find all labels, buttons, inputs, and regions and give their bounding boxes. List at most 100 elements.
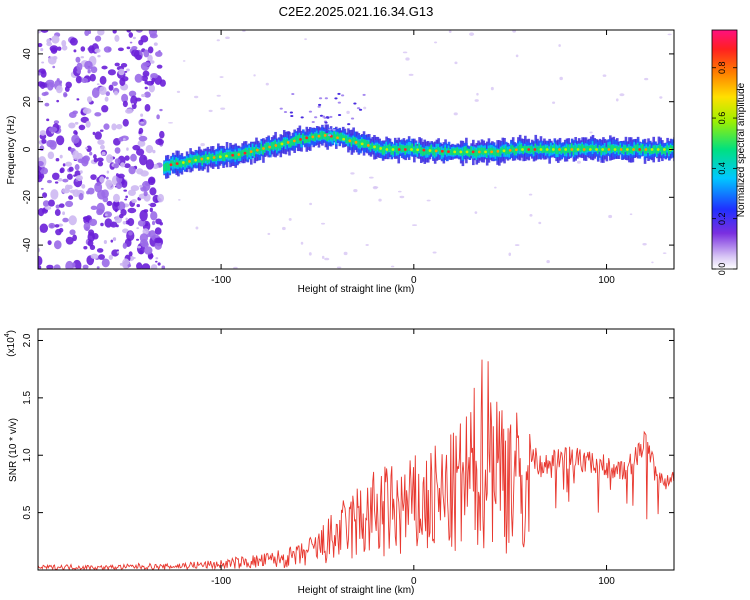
spectrogram-ridge-cell <box>185 158 189 166</box>
spectrogram-noise-blob <box>90 253 99 260</box>
spectrogram-peak <box>280 142 284 146</box>
spectrogram-noise-blob <box>147 176 156 186</box>
spectrogram-noise-blob <box>336 266 342 269</box>
spectrogram-ridge-cell <box>302 134 305 141</box>
spectrogram-ridge-cell <box>536 146 539 152</box>
spectrogram-noise-blob <box>131 49 140 57</box>
spectrogram-ridge-cell <box>276 143 279 151</box>
spectrogram-noise-blob <box>101 189 109 199</box>
spectrogram-ridge-cell <box>354 136 357 145</box>
spectrogram-ridge-cell <box>262 146 265 155</box>
spectrogram-noise-blob <box>40 173 45 179</box>
spectrogram-noise-blob <box>48 199 55 207</box>
spectrogram-feature <box>289 111 293 114</box>
spectrogram-noise-blob <box>378 198 382 202</box>
spectrogram-noise-blob <box>58 227 64 233</box>
spectrogram-noise-blob <box>106 200 113 206</box>
spectrogram-noise-blob <box>219 76 224 79</box>
spectrogram-noise-blob <box>75 131 78 135</box>
snr-y-label: SNR (10 * v/v) <box>8 418 19 482</box>
spectrogram-feature <box>321 115 326 118</box>
spectrogram-noise-blob <box>99 86 107 96</box>
spectrogram-ridge-cell <box>165 162 168 172</box>
spectrogram-ridge-cell <box>270 142 274 150</box>
spectrogram-noise-blob <box>152 163 159 169</box>
spectrogram-ridge-cell <box>534 143 538 152</box>
spectrogram-noise-blob <box>83 222 91 231</box>
spectrogram-ridge-cell <box>480 147 484 155</box>
colorbar: 0.0 0.2 0.4 0.6 0.8 Normalized spectral ampl… <box>711 29 747 275</box>
spectrogram-noise-blob <box>152 149 156 154</box>
spectrogram-noise-blob <box>120 62 128 68</box>
spectrogram-noise-blob <box>105 179 113 188</box>
spectrogram-ridge-cell <box>395 145 399 153</box>
spectrogram-ridge-cell <box>581 144 584 152</box>
spectrogram-ridge-cell <box>661 146 664 155</box>
spectrogram-ridge-cell <box>222 152 225 162</box>
spectrogram-noise-blob <box>38 160 44 167</box>
spectrogram-noise-blob <box>144 86 148 90</box>
spectrogram-noise-blob <box>390 265 395 268</box>
spectrogram-ridge-cell <box>295 136 298 143</box>
spectrogram-ridge-cell <box>341 134 345 140</box>
spectrogram-ridge-cell <box>227 152 231 159</box>
spectrogram-noise-blob <box>46 139 55 148</box>
spectrogram-noise-blob <box>88 229 95 236</box>
spectrogram-feature <box>318 103 322 106</box>
spectrogram-peak <box>336 136 339 140</box>
spectrogram-peak <box>299 137 302 141</box>
colorbar-tick-label: 0.4 <box>717 162 727 175</box>
spectrogram-noise-blob <box>514 244 520 246</box>
spectrogram-ridge-cell <box>416 148 420 154</box>
spectrogram-ridge-cell <box>340 132 343 142</box>
spectrogram-peak <box>422 148 426 152</box>
spectrogram-ridge-cell <box>258 148 262 154</box>
spectrogram-ridge-cell <box>635 144 638 152</box>
spectrogram-ridge-cell <box>652 145 656 154</box>
spectrogram-feature <box>356 107 361 110</box>
spectrogram-noise-blob <box>72 189 80 198</box>
spectrogram-peak <box>354 140 358 144</box>
spectrogram-ridge-cell <box>251 147 255 153</box>
spectrogram-noise-blob <box>65 81 72 89</box>
spectrogram-noise-blob <box>76 62 83 71</box>
spectrogram-noise-blob <box>453 112 458 116</box>
spectrogram-noise-blob <box>137 219 146 227</box>
spectrogram-noise-blob <box>104 213 108 217</box>
spectrogram-noise-blob <box>48 222 56 229</box>
spectrogram-noise-blob <box>107 69 116 76</box>
spectrogram-noise-blob <box>101 258 110 268</box>
spectrogram-noise-blob <box>454 61 458 65</box>
spectrogram-noise-blob <box>154 241 162 250</box>
spectrogram-noise-blob <box>309 202 313 206</box>
spectrogram-noise-blob <box>38 255 43 266</box>
snr-y-ticks: 0.5 1.0 1.5 2.0 <box>22 333 674 520</box>
spectrogram-peak <box>305 136 309 140</box>
spectrogram-ridge-cell <box>338 134 342 140</box>
spectrogram-noise-blob <box>150 211 158 221</box>
spectrogram-noise-blob <box>74 164 80 171</box>
spectrogram-ridge-cell <box>465 146 468 155</box>
spectrogram-ridge-cell <box>487 148 491 153</box>
spectrogram-ridge-cell <box>615 146 619 151</box>
spectrogram-noise-blob <box>113 90 119 96</box>
spectrogram-ridge-cell <box>640 145 643 154</box>
spectrogram-noise-blob <box>90 174 97 180</box>
spectrogram-noise-blob <box>96 248 104 253</box>
spectrogram-noise-blob <box>105 91 111 97</box>
spectrogram-ridge-cell <box>225 152 229 157</box>
spectrogram-peak <box>403 148 407 151</box>
spectrogram-noise-blob <box>69 37 78 46</box>
spectrogram-ridge-cell <box>647 147 650 152</box>
spectrogram-ridge-cell <box>374 144 378 151</box>
snr-multiplier-exponent: 4 <box>4 333 11 337</box>
snr-frame <box>37 328 675 571</box>
spectrogram-noise-blob <box>80 46 86 52</box>
spectrogram-noise-region <box>38 30 672 269</box>
spectrogram-noise-blob <box>114 158 121 164</box>
spectrogram-ridge-cell <box>282 138 286 145</box>
spectrogram-noise-blob <box>139 233 149 243</box>
spectrogram-noise-blob <box>122 220 127 225</box>
spectrogram-noise-blob <box>65 236 74 245</box>
spectrogram-x-tick-label: 100 <box>598 275 615 286</box>
